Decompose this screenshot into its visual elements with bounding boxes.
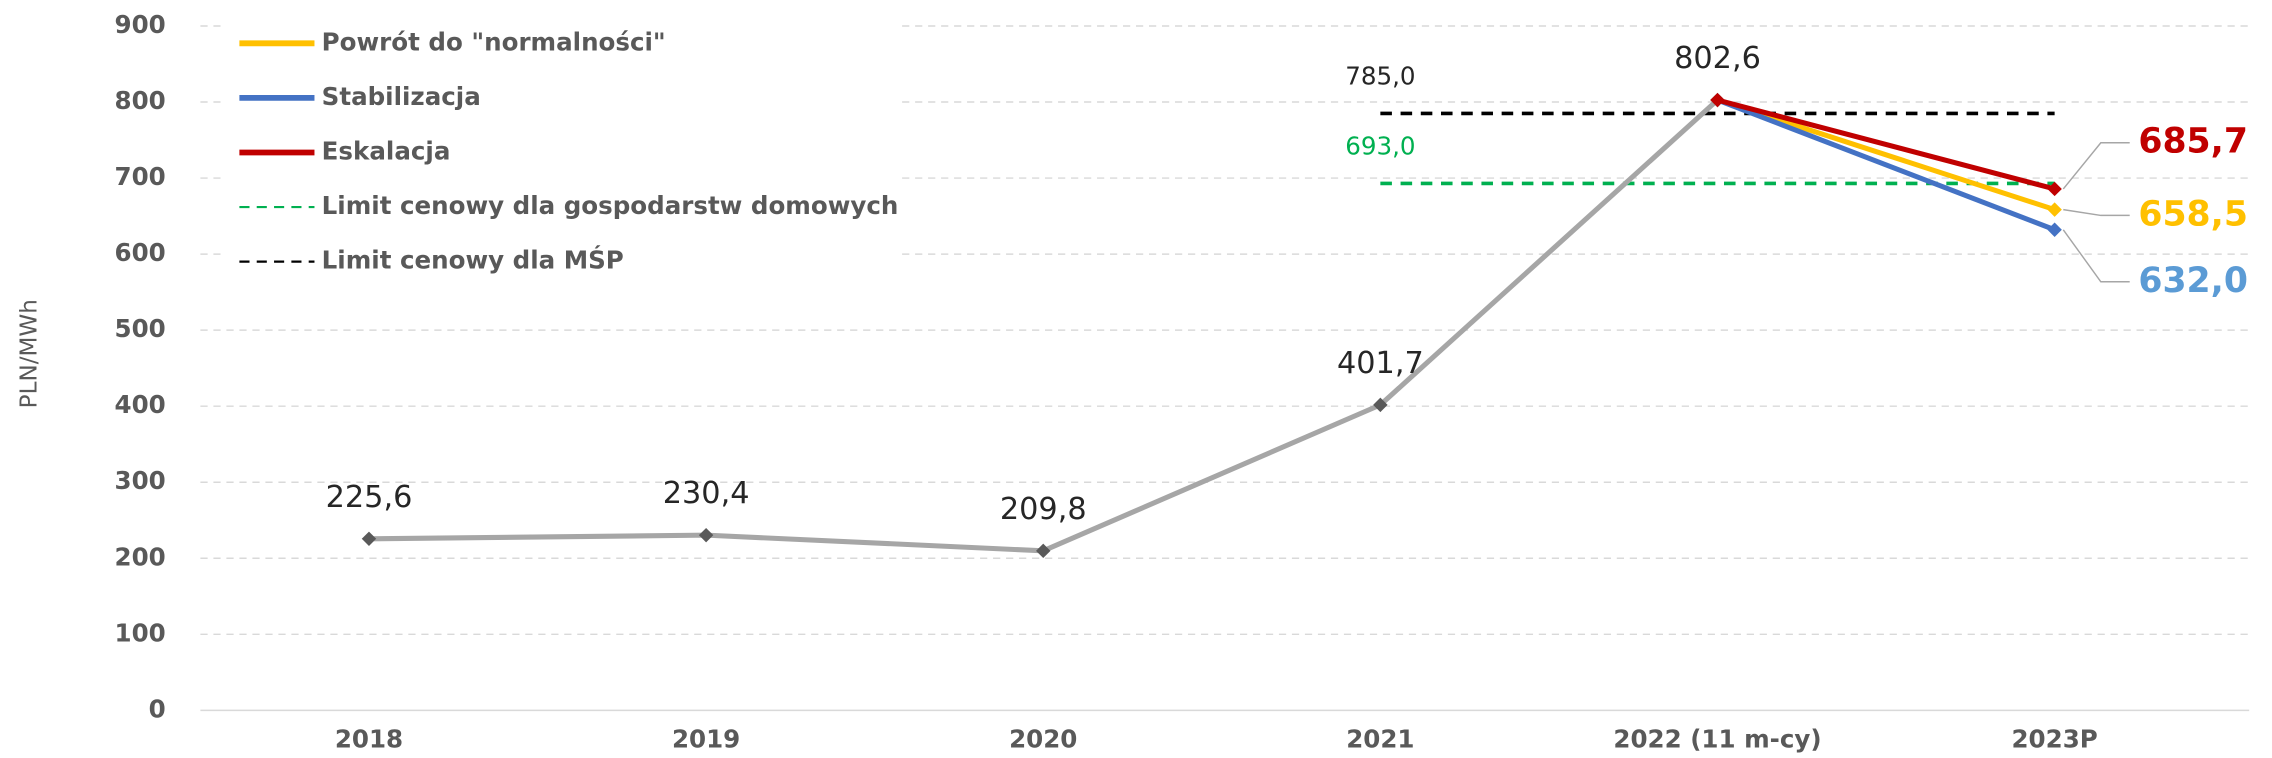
value-label: 230,4 [663, 476, 750, 511]
legend-label: Powrót do "normalności" [322, 27, 666, 56]
legend-label: Stabilizacja [322, 82, 481, 111]
value-label: 802,6 [1674, 41, 1761, 76]
y-tick-label: 0 [149, 694, 166, 723]
y-tick-label: 100 [115, 618, 166, 647]
y-tick-label: 700 [115, 162, 166, 191]
value-label: 658,5 [2138, 194, 2248, 234]
point-marker [361, 531, 377, 547]
value-label: 685,7 [2138, 122, 2248, 162]
x-tick-label: 2022 (11 m-cy) [1613, 725, 1821, 754]
value-label: 632,0 [2138, 261, 2248, 301]
value-label: 209,8 [1000, 492, 1087, 527]
x-tick-label: 2020 [1009, 725, 1077, 754]
y-axis-title: PLN/MWh [17, 299, 43, 408]
series-line [1716, 97, 2056, 233]
point-marker [1036, 543, 1051, 559]
y-tick-label: 200 [115, 542, 166, 571]
point-marker [698, 527, 714, 543]
y-tick-label: 300 [115, 466, 166, 495]
leader-line [2062, 229, 2130, 283]
point-marker [2047, 202, 2062, 217]
series-line [1716, 97, 2056, 213]
legend-label: Limit cenowy dla gospodarstw domowych [322, 191, 899, 220]
point-marker [1710, 92, 1725, 108]
point-marker [1373, 397, 1388, 413]
legend-label: Eskalacja [322, 136, 451, 165]
x-tick-label: 2021 [1346, 725, 1414, 754]
x-tick-label: 2018 [335, 725, 403, 754]
legend-background [220, 14, 900, 289]
point-marker [2047, 222, 2062, 237]
y-tick-label: 600 [115, 238, 166, 267]
series-line [1716, 97, 2056, 192]
value-label: 693,0 [1345, 131, 1415, 160]
legend-label: Limit cenowy dla MŚP [322, 245, 624, 275]
value-label: 225,6 [326, 480, 413, 515]
value-label: 785,0 [1345, 61, 1415, 90]
y-tick-label: 800 [115, 86, 166, 115]
x-tick-label: 2019 [672, 725, 740, 754]
value-label: 401,7 [1337, 346, 1424, 381]
y-tick-label: 400 [115, 390, 166, 419]
y-tick-label: 900 [115, 10, 166, 39]
leader-line [2062, 142, 2130, 190]
leader-line [2063, 208, 2130, 217]
y-tick-label: 500 [115, 314, 166, 343]
x-tick-label: 2023P [2011, 725, 2097, 754]
